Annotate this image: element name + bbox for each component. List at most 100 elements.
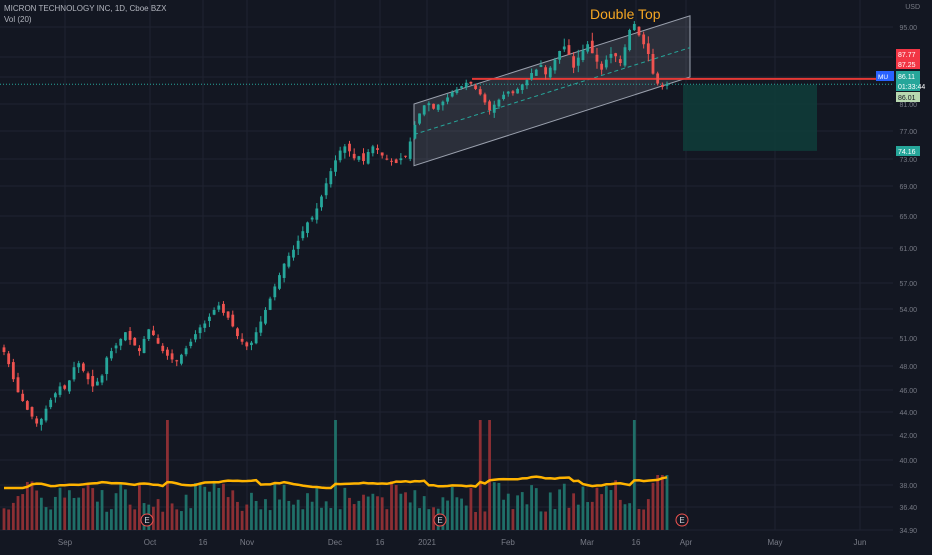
candle-body: [58, 386, 62, 395]
candle-body: [562, 46, 566, 50]
volume-bar: [376, 496, 379, 530]
volume-bar: [637, 508, 641, 530]
volume-bar: [478, 420, 482, 530]
candle-body: [133, 337, 137, 346]
volume-bar: [418, 508, 421, 530]
price-channel: [413, 15, 691, 167]
volume-bar: [67, 490, 71, 530]
volume-bar: [660, 475, 664, 530]
volume-bar: [208, 491, 211, 530]
candle-body: [511, 91, 515, 94]
earnings-marker: E: [433, 513, 447, 527]
earnings-marker-label: E: [679, 516, 684, 525]
earnings-marker-circle: [433, 513, 447, 527]
price-badge-bg: [896, 59, 920, 69]
price-badge: 86.11 01:33:44 MU: [876, 71, 925, 91]
candle-body: [21, 393, 25, 401]
volume-bar: [558, 489, 562, 530]
price-tick-label: 95.00: [899, 25, 917, 32]
candle-body: [287, 255, 291, 267]
volume-bar: [609, 490, 613, 530]
candle-body: [142, 338, 146, 354]
candle-body: [44, 408, 48, 421]
candle-body: [609, 54, 613, 58]
candle-body: [67, 380, 71, 392]
candle-body: [600, 63, 604, 70]
candle-body: [250, 342, 253, 346]
candle-body: [30, 407, 34, 417]
volume-bar: [474, 511, 477, 530]
volume-bar: [315, 486, 319, 530]
volume-bar: [63, 497, 67, 530]
chart-legend: MICRON TECHNOLOGY INC, 1D, Cboe BZX Vol …: [4, 3, 166, 25]
candle-body: [95, 381, 99, 386]
candle-body: [25, 401, 29, 410]
volume-bar: [348, 497, 351, 530]
candle-body: [651, 53, 655, 74]
volume-bar: [217, 487, 221, 530]
volume-bar: [562, 483, 566, 530]
volume-bar: [595, 487, 599, 530]
volume-bar: [632, 420, 636, 530]
volume-bar: [268, 510, 272, 530]
volume-bar: [450, 486, 454, 530]
price-tick-label: 81.00: [899, 102, 917, 109]
volume-bar: [53, 496, 57, 530]
candle-body: [376, 148, 379, 150]
price-badge-value: 87.25: [898, 62, 916, 69]
volume-bar: [572, 493, 576, 530]
candle-body: [189, 341, 193, 346]
volume-bar: [250, 492, 253, 530]
volume-bar: [413, 490, 417, 530]
double-top-label: Double Top: [590, 6, 661, 22]
volume-bar: [203, 486, 207, 530]
candle-body: [394, 159, 398, 164]
volume-bar: [91, 488, 95, 530]
candle-body: [488, 101, 491, 111]
volume-bar: [175, 509, 179, 530]
volume-bar: [156, 499, 160, 530]
volume-bar: [35, 490, 39, 530]
volume-bar: [497, 483, 501, 530]
volume-bar: [58, 487, 62, 530]
volume-bar: [357, 500, 361, 530]
candle-body: [170, 353, 174, 360]
candle-body: [7, 353, 11, 365]
price-tick-label: 44.00: [899, 410, 917, 417]
volume-bar: [278, 499, 281, 530]
earnings-marker-circle: [140, 513, 154, 527]
candle-body: [11, 362, 15, 380]
candle-body: [520, 84, 524, 90]
candle-body: [338, 150, 342, 161]
candle-body: [572, 56, 576, 68]
volume-bars: [2, 420, 669, 530]
candle-body: [123, 332, 127, 341]
price-tick-label: 36.40: [899, 505, 917, 512]
volume-bar: [455, 497, 459, 530]
volume-bar: [539, 511, 543, 530]
volume-bar: [525, 504, 529, 530]
candle-body: [222, 303, 225, 313]
candle-body: [446, 97, 449, 102]
candle-body: [478, 89, 482, 95]
volume-bar: [119, 483, 123, 530]
volume-bar: [95, 501, 99, 530]
volume-bar: [133, 509, 137, 530]
candle-body: [469, 81, 473, 84]
volume-bar: [236, 501, 239, 530]
volume-bar: [567, 507, 571, 530]
price-tick-label: 42.00: [899, 433, 917, 440]
candle-body: [81, 363, 85, 371]
volume-bar: [534, 488, 538, 530]
volume-bar: [446, 500, 449, 530]
volume-bar: [240, 510, 244, 530]
candle-body: [77, 363, 81, 368]
time-tick-label: Dec: [328, 538, 342, 547]
earnings-marker: E: [140, 513, 154, 527]
volume-bar: [161, 511, 165, 530]
candle-body: [427, 103, 431, 106]
price-badge-value: 87.77: [898, 52, 916, 59]
price-tick-label: 54.00: [899, 307, 917, 314]
